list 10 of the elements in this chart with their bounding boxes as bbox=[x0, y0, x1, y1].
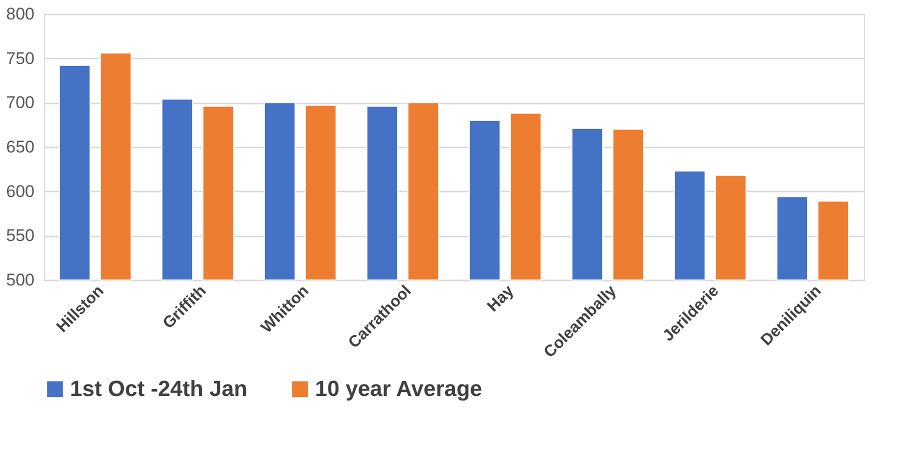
legend-label: 10 year Average bbox=[315, 376, 482, 402]
y-tick-label: 750 bbox=[6, 48, 34, 68]
y-tick-label: 800 bbox=[6, 4, 34, 24]
y-tick-label: 650 bbox=[6, 138, 34, 156]
legend-label: 1st Oct -24th Jan bbox=[70, 376, 248, 402]
y-tick-label: 550 bbox=[6, 226, 34, 246]
y-tick-label: 600 bbox=[6, 182, 34, 201]
y-tick-label: 500 bbox=[6, 270, 34, 290]
y-tick-label: 700 bbox=[6, 93, 34, 112]
x-tick-label: Hay bbox=[484, 282, 518, 316]
